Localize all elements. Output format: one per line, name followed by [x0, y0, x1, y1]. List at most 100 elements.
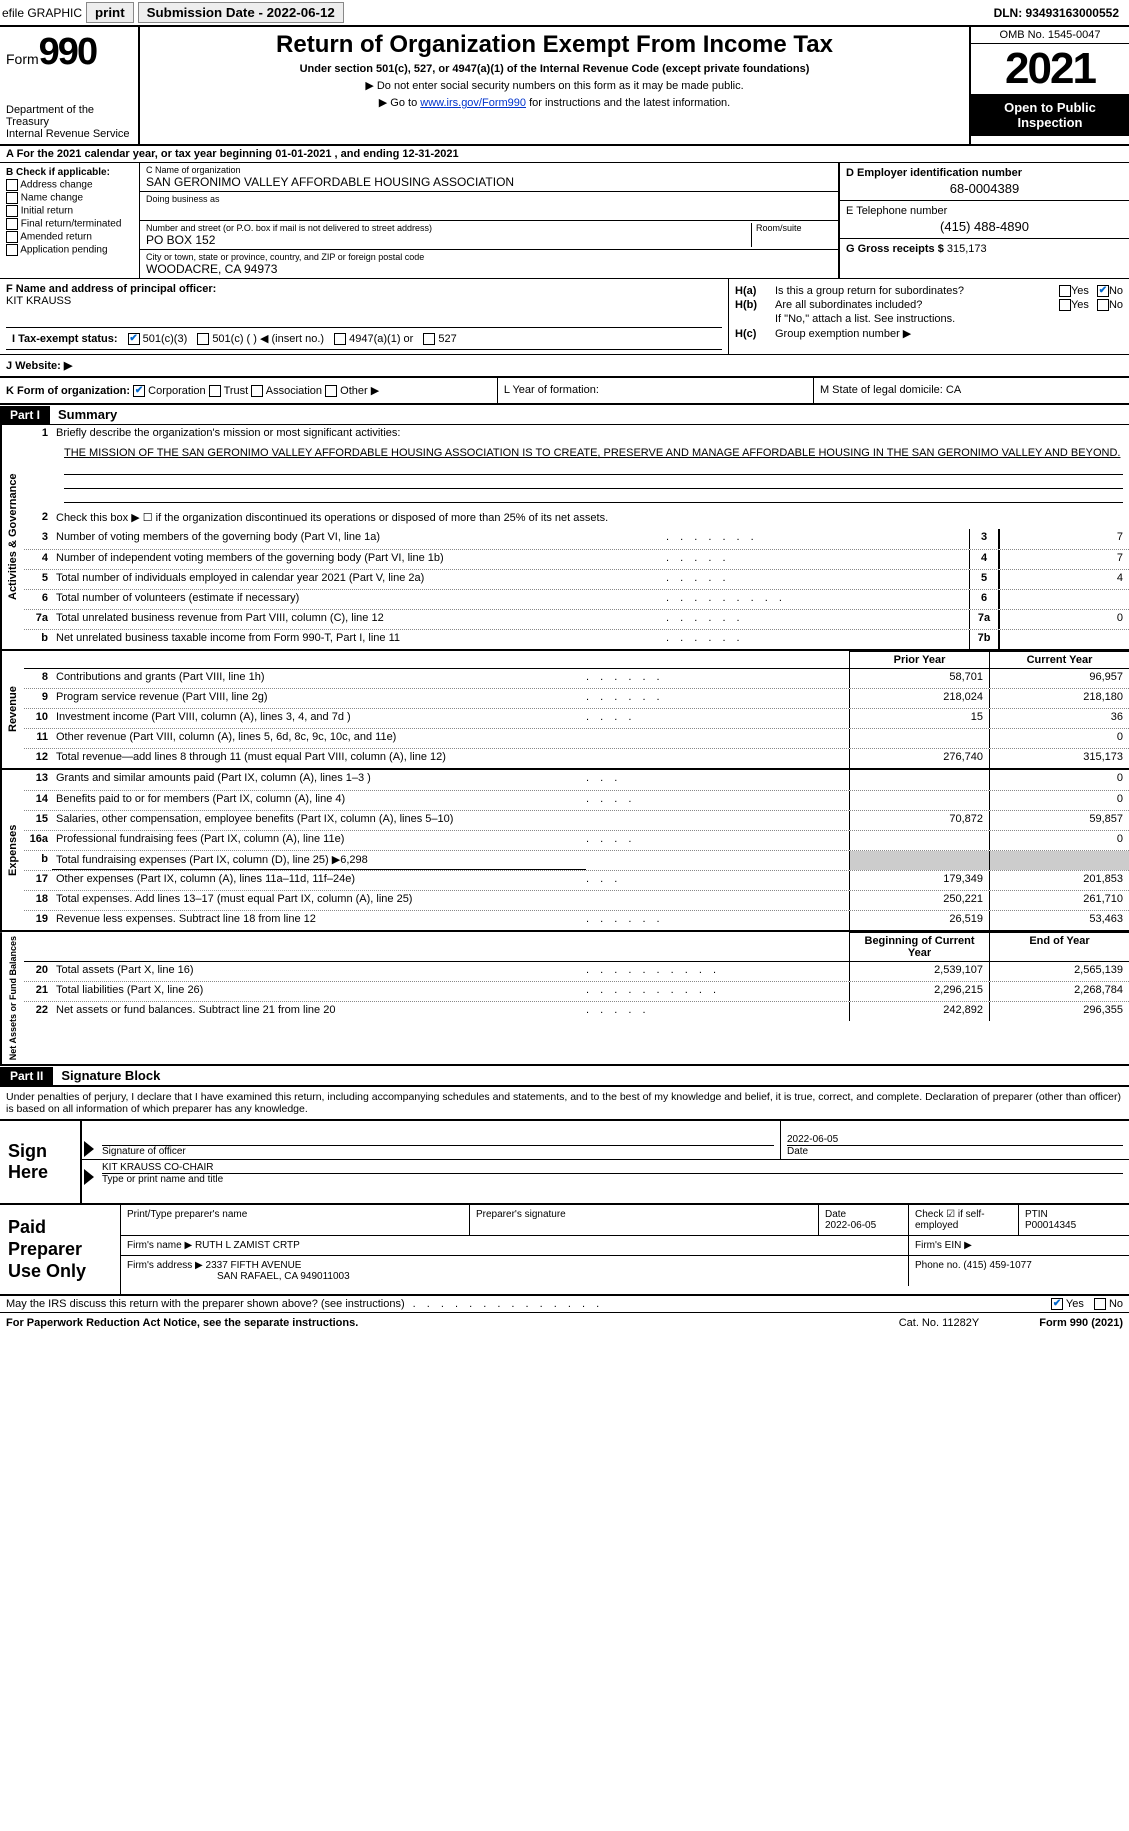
- col-c: C Name of organization SAN GERONIMO VALL…: [140, 163, 1129, 278]
- line12-prior: 276,740: [849, 749, 989, 768]
- firm-phone-label: Phone no.: [915, 1260, 961, 1271]
- line3-val: 7: [999, 529, 1129, 549]
- print-button[interactable]: print: [86, 2, 134, 23]
- officer-name: KIT KRAUSS: [6, 295, 722, 307]
- line6-desc: Total number of volunteers (estimate if …: [52, 590, 666, 609]
- prior-year-header: Prior Year: [849, 651, 989, 668]
- check-address-change[interactable]: Address change: [6, 179, 133, 191]
- line10-desc: Investment income (Part VIII, column (A)…: [52, 709, 586, 728]
- revenue-section: Revenue Prior YearCurrent Year 8Contribu…: [0, 651, 1129, 770]
- discuss-no[interactable]: No: [1094, 1298, 1123, 1310]
- hb-yes[interactable]: Yes: [1059, 299, 1089, 311]
- efile-label: efile GRAPHIC: [2, 6, 82, 20]
- check-association[interactable]: Association: [251, 385, 322, 397]
- begin-year-header: Beginning of Current Year: [849, 932, 989, 961]
- line16a-desc: Professional fundraising fees (Part IX, …: [52, 831, 586, 850]
- part1-header-row: Part I Summary: [0, 405, 1129, 425]
- tax-status-label: I Tax-exempt status:: [12, 333, 118, 345]
- col-d: D Employer identification number 68-0004…: [839, 163, 1129, 278]
- phone-value: (415) 488-4890: [846, 219, 1123, 234]
- line21-curr: 2,268,784: [989, 982, 1129, 1001]
- line5-desc: Total number of individuals employed in …: [52, 570, 666, 589]
- firm-phone: (415) 459-1077: [963, 1260, 1031, 1271]
- line12-desc: Total revenue—add lines 8 through 11 (mu…: [52, 749, 586, 768]
- firm-addr1: 2337 FIFTH AVENUE: [206, 1260, 302, 1271]
- line16a-prior: [849, 831, 989, 850]
- col-h: H(a) Is this a group return for subordin…: [729, 279, 1129, 354]
- ha-label: H(a): [735, 285, 775, 297]
- line9-desc: Program service revenue (Part VIII, line…: [52, 689, 586, 708]
- line7b-desc: Net unrelated business taxable income fr…: [52, 630, 666, 649]
- governance-label: Activities & Governance: [0, 425, 24, 649]
- line19-prior: 26,519: [849, 911, 989, 930]
- ha-yes[interactable]: Yes: [1059, 285, 1089, 297]
- line13-prior: [849, 770, 989, 790]
- sign-section: Sign Here Signature of officer 2022-06-0…: [0, 1119, 1129, 1205]
- line14-prior: [849, 791, 989, 810]
- check-501c[interactable]: 501(c) ( ) ◀ (insert no.): [197, 332, 324, 345]
- row-a-tax-year: A For the 2021 calendar year, or tax yea…: [0, 146, 1129, 163]
- line18-desc: Total expenses. Add lines 13–17 (must eq…: [52, 891, 586, 910]
- line13-desc: Grants and similar amounts paid (Part IX…: [52, 770, 586, 790]
- check-501c3[interactable]: 501(c)(3): [128, 333, 188, 345]
- check-application-pending[interactable]: Application pending: [6, 244, 133, 256]
- hb-text: Are all subordinates included?: [775, 299, 1059, 311]
- line16b-desc: Total fundraising expenses (Part IX, col…: [52, 851, 586, 870]
- city-value: WOODACRE, CA 94973: [146, 262, 832, 276]
- line22-curr: 296,355: [989, 1002, 1129, 1021]
- sig-name-label: Type or print name and title: [102, 1173, 1123, 1185]
- line5-val: 4: [999, 570, 1129, 589]
- irs-link[interactable]: www.irs.gov/Form990: [420, 97, 526, 109]
- section-fh: F Name and address of principal officer:…: [0, 279, 1129, 355]
- line4-desc: Number of independent voting members of …: [52, 550, 666, 569]
- underline-1: [64, 461, 1123, 475]
- ein-value: 68-0004389: [846, 181, 1123, 196]
- line7b-val: [999, 630, 1129, 649]
- form-word: Form: [6, 51, 39, 67]
- penalty-statement: Under penalties of perjury, I declare th…: [0, 1086, 1129, 1119]
- part1-title: Summary: [50, 405, 125, 424]
- preparer-sig-header: Preparer's signature: [470, 1205, 819, 1235]
- check-527[interactable]: 527: [423, 333, 456, 345]
- line17-curr: 201,853: [989, 871, 1129, 890]
- form-footer: Form 990 (2021): [1039, 1317, 1123, 1329]
- line15-desc: Salaries, other compensation, employee b…: [52, 811, 586, 830]
- line1-desc: Briefly describe the organization's miss…: [52, 425, 1129, 445]
- check-name-change[interactable]: Name change: [6, 192, 133, 204]
- form-header: Form990 Department of the Treasury Inter…: [0, 27, 1129, 146]
- city-label: City or town, state or province, country…: [146, 252, 832, 262]
- check-initial-return[interactable]: Initial return: [6, 205, 133, 217]
- omb-number: OMB No. 1545-0047: [971, 27, 1129, 44]
- line11-desc: Other revenue (Part VIII, column (A), li…: [52, 729, 586, 748]
- ein-label: D Employer identification number: [846, 167, 1123, 179]
- line15-prior: 70,872: [849, 811, 989, 830]
- check-final-return[interactable]: Final return/terminated: [6, 218, 133, 230]
- header-right: OMB No. 1545-0047 2021 Open to Public In…: [969, 27, 1129, 144]
- check-other[interactable]: Other ▶: [325, 385, 379, 397]
- check-trust[interactable]: Trust: [209, 385, 249, 397]
- org-name: SAN GERONIMO VALLEY AFFORDABLE HOUSING A…: [146, 175, 832, 189]
- row-m-state: M State of legal domicile: CA: [814, 378, 1129, 403]
- paid-preparer-section: Paid Preparer Use Only Print/Type prepar…: [0, 1205, 1129, 1296]
- discuss-yes[interactable]: Yes: [1051, 1298, 1084, 1310]
- check-corporation[interactable]: Corporation: [133, 385, 206, 397]
- check-amended-return[interactable]: Amended return: [6, 231, 133, 243]
- hb-no[interactable]: No: [1097, 299, 1123, 311]
- line14-curr: 0: [989, 791, 1129, 810]
- sig-date-label: Date: [787, 1145, 1123, 1157]
- line12-curr: 315,173: [989, 749, 1129, 768]
- line20-desc: Total assets (Part X, line 16): [52, 962, 586, 981]
- ha-no[interactable]: No: [1097, 285, 1123, 297]
- sig-officer-label: Signature of officer: [102, 1145, 774, 1157]
- part1-badge: Part I: [0, 406, 50, 424]
- discuss-row: May the IRS discuss this return with the…: [0, 1296, 1129, 1313]
- submission-date-button[interactable]: Submission Date - 2022-06-12: [138, 2, 344, 23]
- line10-curr: 36: [989, 709, 1129, 728]
- receipts-label: G Gross receipts $: [846, 243, 944, 255]
- self-employed-check[interactable]: Check ☑ if self-employed: [909, 1205, 1019, 1235]
- underline-3: [64, 489, 1123, 503]
- ptin-value: P00014345: [1025, 1220, 1076, 1231]
- line16b-prior-shaded: [849, 851, 989, 870]
- check-4947a1[interactable]: 4947(a)(1) or: [334, 333, 413, 345]
- line15-curr: 59,857: [989, 811, 1129, 830]
